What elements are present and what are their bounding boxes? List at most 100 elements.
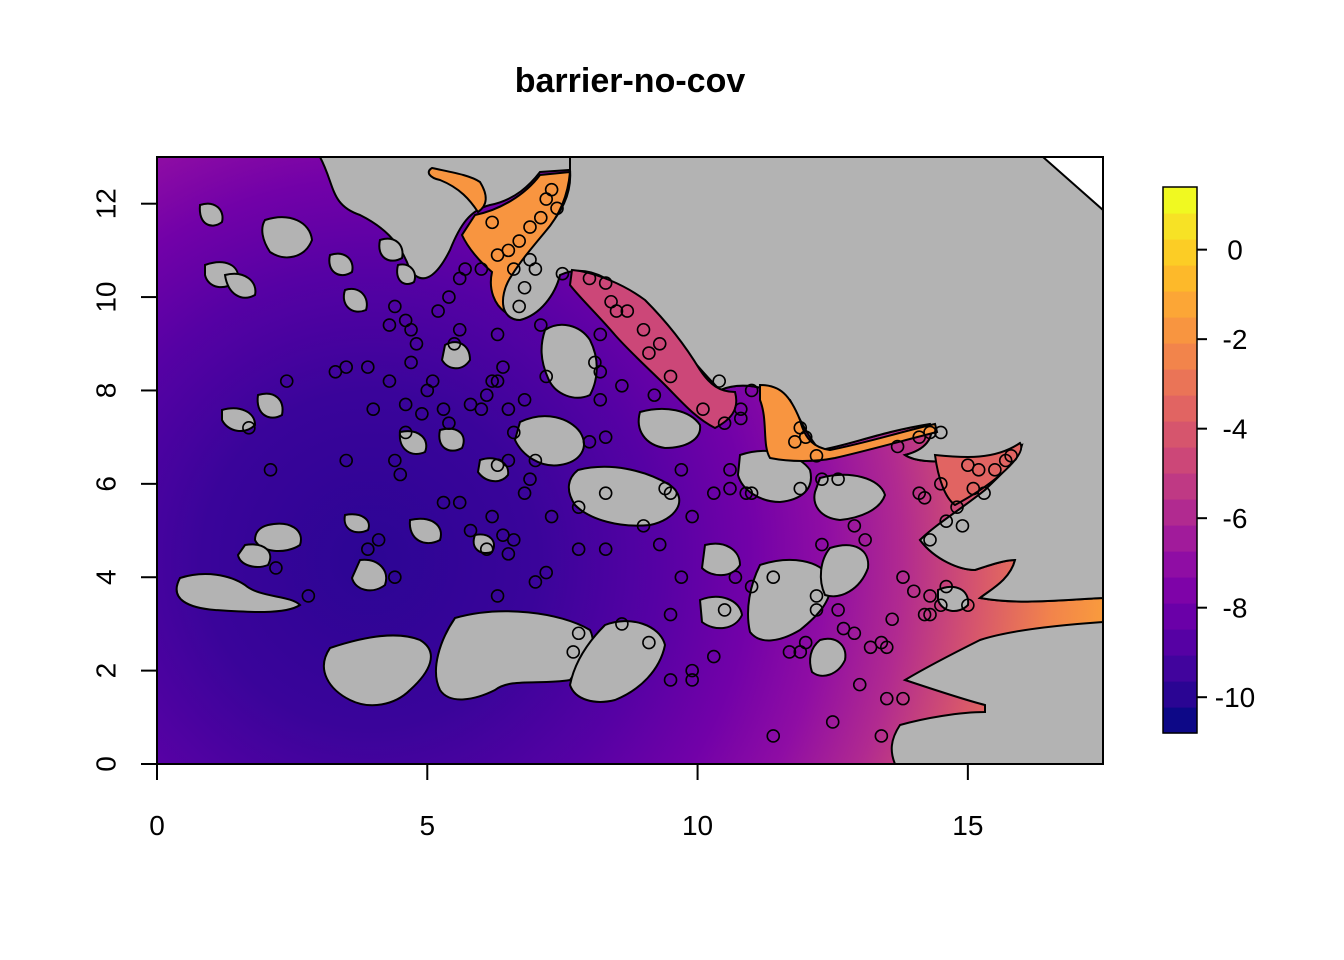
- observation-point: [663, 673, 678, 687]
- observation-point: [474, 262, 489, 276]
- colorbar-swatch: [1163, 213, 1197, 240]
- observation-point: [766, 570, 781, 585]
- colorbar-swatch: [1163, 187, 1197, 214]
- observation-point: [652, 537, 667, 552]
- observation-point: [896, 691, 910, 706]
- observation-point: [436, 402, 451, 416]
- colorbar-swatch: [1163, 343, 1197, 370]
- observation-point: [652, 336, 667, 351]
- observation-point: [923, 425, 937, 440]
- observation-point: [496, 360, 510, 374]
- x-tick-label: 10: [682, 810, 713, 841]
- observation-point: [696, 402, 710, 416]
- colorbar-swatch: [1163, 473, 1197, 500]
- observation-point: [598, 542, 613, 557]
- observation-point: [398, 397, 413, 412]
- observation-point: [917, 491, 932, 505]
- observation-point: [398, 425, 413, 440]
- observation-point: [674, 463, 689, 477]
- observation-point: [782, 645, 797, 659]
- observation-point: [436, 495, 451, 510]
- observation-point: [534, 318, 548, 332]
- colorbar-tick-label: 0: [1227, 235, 1243, 266]
- observation-point: [593, 392, 608, 407]
- observation-point: [663, 607, 678, 622]
- colorbar-frame: [1162, 186, 1198, 734]
- observation-point: [485, 374, 499, 388]
- observation-point: [523, 220, 537, 234]
- observation-point: [642, 346, 656, 360]
- observation-point: [685, 509, 699, 524]
- observation-point: [517, 392, 532, 407]
- mainland: [501, 157, 1103, 603]
- observation-point: [620, 304, 635, 318]
- observation-point: [339, 453, 354, 468]
- observation-point: [571, 626, 586, 641]
- observation-point: [512, 234, 526, 248]
- observation-point: [642, 635, 656, 650]
- observation-point: [793, 481, 808, 496]
- observation-point: [906, 584, 921, 599]
- observation-point: [609, 304, 624, 318]
- observation-point: [523, 472, 537, 486]
- observation-point: [409, 336, 424, 351]
- observation-point: [388, 570, 402, 585]
- observation-point: [896, 570, 910, 585]
- observation-point: [393, 467, 408, 482]
- observation-point: [490, 589, 505, 603]
- colorbar: 0 -2 -4 -6 -8 -10: [1162, 186, 1255, 734]
- observation-point: [517, 486, 532, 500]
- observation-point: [517, 280, 532, 295]
- observation-point: [301, 589, 316, 603]
- observation-point: [615, 617, 629, 631]
- observation-point: [847, 626, 862, 641]
- observation-point: [879, 640, 894, 655]
- colorbar-swatch: [1163, 551, 1197, 578]
- y-tick-label: 10: [90, 281, 121, 312]
- observation-point: [971, 463, 986, 477]
- observation-point: [263, 463, 278, 477]
- x-tick-label: 15: [952, 810, 983, 841]
- observation-point: [636, 322, 651, 337]
- observation-point: [961, 598, 975, 613]
- observation-point: [479, 542, 494, 557]
- observation-point: [571, 500, 586, 514]
- observation-point: [501, 547, 516, 561]
- observation-point: [279, 374, 294, 388]
- observation-point: [825, 715, 840, 729]
- y-tick-label: 8: [90, 383, 121, 399]
- observation-point: [512, 299, 526, 314]
- colorbar-swatch: [1163, 317, 1197, 344]
- colorbar-tick-label: -4: [1223, 414, 1248, 445]
- colorbar-tick-label: -6: [1223, 503, 1248, 534]
- observation-point: [371, 533, 386, 547]
- observation-point: [539, 565, 554, 580]
- observation-point: [809, 589, 824, 603]
- observation-point: [717, 416, 732, 430]
- colorbar-swatch: [1163, 291, 1197, 318]
- observation-point: [712, 374, 726, 388]
- observation-point: [934, 425, 948, 440]
- observation-point: [474, 402, 489, 416]
- observation-point: [544, 509, 559, 524]
- observation-point: [766, 729, 781, 743]
- mesh-corner: [1040, 156, 1104, 213]
- observation-point: [615, 378, 629, 393]
- observation-point: [501, 402, 516, 416]
- observation-point: [923, 607, 937, 622]
- observation-point: [744, 579, 759, 594]
- observation-point: [598, 276, 613, 290]
- observation-point: [328, 364, 343, 379]
- observation-point: [890, 439, 905, 454]
- observation-point: [734, 402, 748, 416]
- observation-point: [685, 663, 699, 678]
- y-axis: 0 2 4 6 8 10 12: [90, 188, 158, 772]
- observation-point: [674, 570, 689, 585]
- y-tick-label: 12: [90, 188, 121, 219]
- observation-point: [793, 645, 808, 659]
- observation-point: [582, 435, 597, 449]
- observation-point: [809, 603, 824, 617]
- observation-point: [447, 336, 462, 351]
- observation-point: [582, 271, 597, 286]
